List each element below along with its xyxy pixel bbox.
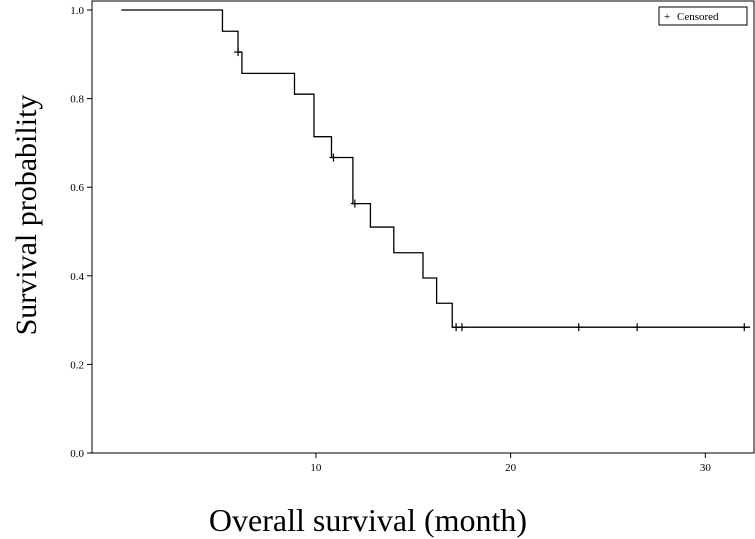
y-tick-label: 0.4 bbox=[70, 271, 84, 283]
censor-marks bbox=[234, 48, 749, 332]
censor-mark bbox=[740, 323, 749, 332]
y-tick-label: 0.6 bbox=[70, 182, 84, 194]
censor-mark bbox=[574, 323, 583, 332]
legend: + Censored bbox=[658, 6, 748, 26]
censor-mark bbox=[457, 323, 466, 332]
y-tick-label: 0.8 bbox=[70, 94, 84, 106]
legend-symbol: + bbox=[664, 11, 670, 23]
y-axis: 0.0 0.2 0.4 0.6 0.8 1.0 bbox=[70, 5, 92, 460]
y-tick-label: 1.0 bbox=[70, 5, 84, 17]
plot-frame bbox=[91, 0, 755, 454]
y-axis-title: Survival probability bbox=[10, 95, 43, 336]
survival-step-line bbox=[121, 9, 751, 328]
x-tick-label: 30 bbox=[700, 462, 712, 474]
x-tick-label: 20 bbox=[505, 462, 517, 474]
legend-label: Censored bbox=[677, 11, 719, 23]
legend-box bbox=[658, 6, 748, 26]
x-axis: 10 20 30 bbox=[310, 453, 711, 474]
censor-mark bbox=[329, 153, 338, 162]
x-tick-label: 10 bbox=[310, 462, 322, 474]
censor-mark bbox=[234, 48, 243, 57]
censor-mark bbox=[350, 199, 359, 208]
x-axis-title: Overall survival (month) bbox=[209, 502, 527, 538]
y-tick-label: 0.2 bbox=[70, 359, 84, 371]
y-tick-label: 0.0 bbox=[70, 448, 84, 460]
censor-mark bbox=[633, 323, 642, 332]
